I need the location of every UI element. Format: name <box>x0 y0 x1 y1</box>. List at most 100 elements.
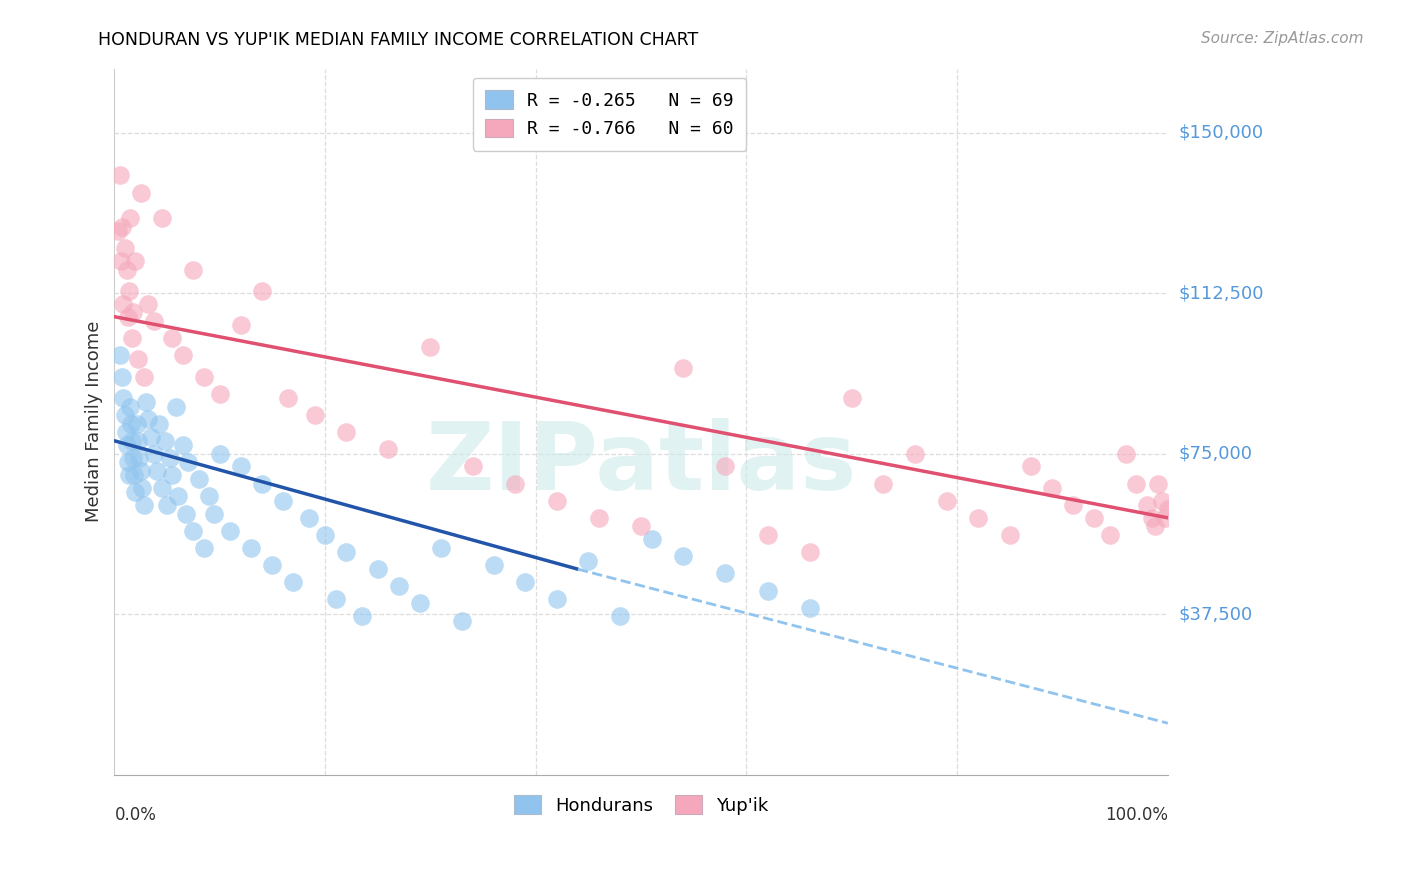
Point <box>131 481 153 495</box>
Point <box>162 468 184 483</box>
Point <box>1115 447 1137 461</box>
Point <box>451 614 474 628</box>
Point <box>277 391 299 405</box>
Point <box>1153 511 1175 525</box>
Point <box>588 511 610 525</box>
Point <box>129 464 152 478</box>
Point <box>193 541 215 555</box>
Point <box>430 541 453 555</box>
Point <box>124 485 146 500</box>
Point <box>128 450 150 465</box>
Point <box>172 348 194 362</box>
Text: HONDURAN VS YUP'IK MEDIAN FAMILY INCOME CORRELATION CHART: HONDURAN VS YUP'IK MEDIAN FAMILY INCOME … <box>98 31 699 49</box>
Point <box>714 459 737 474</box>
Point <box>136 412 159 426</box>
Point <box>229 318 252 333</box>
Point <box>129 186 152 200</box>
Point <box>156 498 179 512</box>
Point <box>546 592 568 607</box>
Point <box>127 434 149 448</box>
Point <box>1136 498 1159 512</box>
Text: $75,000: $75,000 <box>1180 444 1253 463</box>
Point <box>578 553 600 567</box>
Text: $37,500: $37,500 <box>1180 605 1253 624</box>
Point <box>125 417 148 431</box>
Point <box>132 498 155 512</box>
Point <box>714 566 737 581</box>
Point <box>250 476 273 491</box>
Point <box>1062 498 1084 512</box>
Point <box>756 583 779 598</box>
Point <box>145 464 167 478</box>
Point <box>799 545 821 559</box>
Point <box>110 254 132 268</box>
Point <box>240 541 263 555</box>
Point <box>172 438 194 452</box>
Point <box>1098 528 1121 542</box>
Point <box>298 511 321 525</box>
Point <box>117 310 139 324</box>
Point <box>111 391 134 405</box>
Point <box>1144 519 1167 533</box>
Point <box>122 450 145 465</box>
Point <box>120 400 142 414</box>
Point <box>135 395 157 409</box>
Point <box>1040 481 1063 495</box>
Point <box>672 549 695 564</box>
Point <box>124 254 146 268</box>
Point <box>148 417 170 431</box>
Point <box>335 545 357 559</box>
Point <box>1125 476 1147 491</box>
Point <box>283 574 305 589</box>
Point <box>640 533 662 547</box>
Point <box>141 429 163 443</box>
Point <box>1140 511 1163 525</box>
Point <box>118 468 141 483</box>
Point <box>1157 502 1180 516</box>
Point <box>799 600 821 615</box>
Point <box>388 579 411 593</box>
Text: $112,500: $112,500 <box>1180 285 1264 302</box>
Point <box>335 425 357 440</box>
Point <box>419 340 441 354</box>
Point <box>314 528 336 542</box>
Text: ZIPatlas: ZIPatlas <box>426 418 856 510</box>
Point <box>515 574 537 589</box>
Legend: Hondurans, Yup'ik: Hondurans, Yup'ik <box>506 789 776 822</box>
Point <box>111 297 134 311</box>
Point <box>127 352 149 367</box>
Point <box>111 369 134 384</box>
Point <box>609 609 631 624</box>
Point <box>904 447 927 461</box>
Point <box>143 447 166 461</box>
Point <box>271 493 294 508</box>
Point <box>630 519 652 533</box>
Point <box>118 284 141 298</box>
Point <box>350 609 373 624</box>
Point <box>1083 511 1105 525</box>
Point <box>967 511 990 525</box>
Text: 0.0%: 0.0% <box>114 806 156 824</box>
Point <box>121 434 143 448</box>
Point <box>229 459 252 474</box>
Point <box>115 262 138 277</box>
Point <box>177 455 200 469</box>
Point <box>111 219 134 234</box>
Point <box>409 596 432 610</box>
Point <box>150 211 173 226</box>
Point <box>108 169 131 183</box>
Point <box>108 348 131 362</box>
Point <box>1019 459 1042 474</box>
Point <box>219 524 242 538</box>
Text: $150,000: $150,000 <box>1180 124 1264 142</box>
Point <box>503 476 526 491</box>
Point <box>115 425 138 440</box>
Point <box>262 558 284 572</box>
Y-axis label: Median Family Income: Median Family Income <box>86 321 103 522</box>
Point <box>143 314 166 328</box>
Point <box>136 297 159 311</box>
Point <box>756 528 779 542</box>
Point <box>132 369 155 384</box>
Point <box>935 493 957 508</box>
Point <box>208 447 231 461</box>
